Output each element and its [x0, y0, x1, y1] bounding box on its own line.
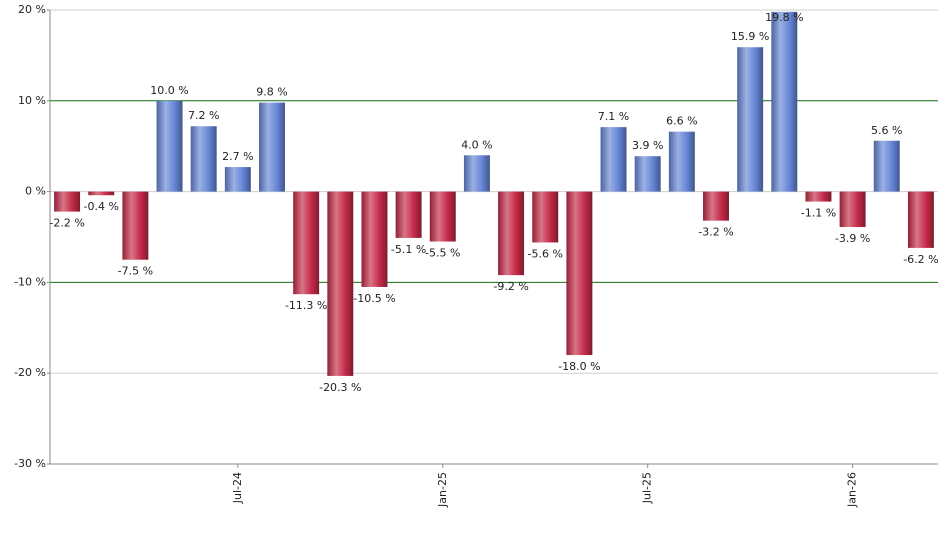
value-label: 10.0 %	[150, 84, 188, 97]
value-label: -18.0 %	[558, 360, 600, 373]
bar	[634, 156, 661, 192]
bar	[600, 127, 627, 192]
bar	[327, 191, 354, 376]
value-label: -9.2 %	[493, 280, 528, 293]
y-tick-label: 10 %	[18, 94, 46, 107]
bar	[293, 191, 320, 295]
bar	[805, 191, 832, 202]
bar	[668, 131, 695, 192]
bar	[156, 100, 183, 192]
bar	[429, 191, 456, 242]
bar	[703, 191, 729, 221]
value-label: -3.2 %	[698, 226, 733, 239]
y-tick-label: -30 %	[14, 457, 46, 470]
bar	[532, 191, 559, 243]
value-label: -1.1 %	[801, 207, 836, 220]
value-label: -20.3 %	[319, 381, 361, 394]
x-tick-label: Jan-26	[846, 472, 859, 508]
bar	[873, 140, 900, 192]
bar	[395, 191, 422, 238]
bar	[88, 191, 115, 196]
bar	[259, 102, 285, 192]
y-tick-label: -20 %	[14, 366, 46, 379]
value-label: 7.1 %	[598, 110, 629, 123]
value-label: -0.4 %	[84, 200, 119, 213]
value-label: -5.1 %	[391, 243, 426, 256]
bar	[224, 167, 251, 192]
bar	[737, 47, 764, 192]
value-label: 5.6 %	[871, 124, 902, 137]
value-label: -11.3 %	[285, 299, 327, 312]
bar	[54, 191, 81, 212]
x-tick-label: Jul-25	[641, 472, 654, 504]
value-label: -5.6 %	[528, 247, 563, 260]
y-tick-label: 20 %	[18, 3, 46, 16]
value-label: 4.0 %	[461, 138, 492, 151]
value-label: 3.9 %	[632, 139, 663, 152]
bar	[566, 191, 593, 356]
value-label: -7.5 %	[118, 265, 153, 278]
value-label: 2.7 %	[222, 150, 253, 163]
value-label: -10.5 %	[353, 292, 395, 305]
bar	[463, 155, 490, 192]
value-label: -6.2 %	[903, 253, 938, 266]
value-label: 7.2 %	[188, 109, 219, 122]
y-tick-label: 0 %	[25, 185, 46, 198]
value-label: 15.9 %	[731, 30, 769, 43]
bar	[907, 191, 934, 248]
x-tick-label: Jan-25	[436, 472, 449, 508]
y-tick-label: -10 %	[14, 275, 46, 288]
bar	[190, 126, 217, 192]
value-label: 9.8 %	[256, 86, 287, 99]
bar	[839, 191, 866, 228]
value-label: -5.5 %	[425, 247, 460, 260]
bar	[361, 191, 388, 287]
value-label: -3.9 %	[835, 232, 870, 245]
value-label: -2.2 %	[49, 217, 84, 230]
bar	[771, 11, 798, 192]
bar	[122, 191, 149, 260]
value-label: 19.8 %	[765, 11, 803, 24]
value-label: 6.6 %	[666, 115, 697, 128]
x-tick-label: Jul-24	[231, 472, 244, 504]
bar	[498, 191, 525, 276]
